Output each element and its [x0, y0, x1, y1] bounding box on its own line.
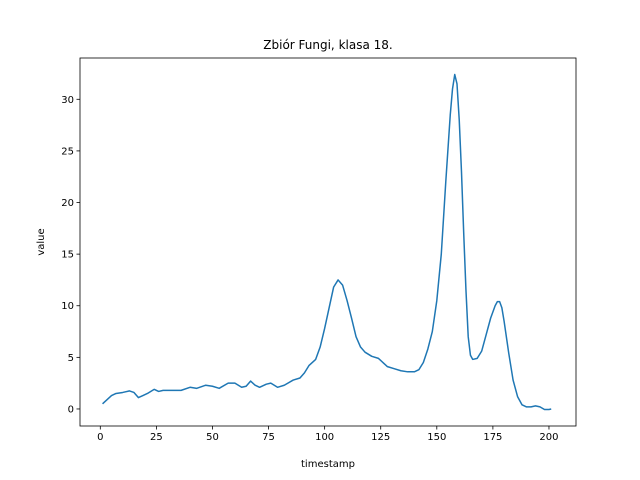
x-tick-label: 200: [539, 432, 558, 443]
x-tick-label: 50: [206, 432, 219, 443]
y-tick-label: 15: [61, 250, 74, 261]
x-axis-label: timestamp: [301, 459, 355, 470]
y-tick-label: 5: [68, 353, 74, 364]
y-axis-label: value: [36, 228, 47, 255]
y-tick-label: 20: [61, 198, 74, 209]
x-tick-label: 150: [427, 432, 446, 443]
y-tick-label: 30: [61, 95, 74, 106]
chart-title: Zbiór Fungi, klasa 18.: [263, 38, 392, 52]
y-tick-label: 10: [61, 301, 74, 312]
x-tick-label: 75: [262, 432, 275, 443]
x-tick-label: 0: [97, 432, 103, 443]
axes-frame: [79, 57, 577, 427]
line: [102, 73, 552, 411]
x-tick-label: 175: [483, 432, 502, 443]
x-tick-label: 100: [315, 432, 334, 443]
y-tick-label: 25: [61, 146, 74, 157]
x-tick-label: 25: [150, 432, 163, 443]
y-tick-label: 0: [68, 404, 74, 415]
x-tick-label: 125: [371, 432, 390, 443]
